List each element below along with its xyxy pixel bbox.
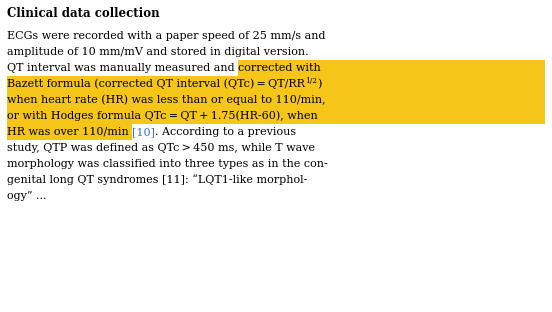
Bar <box>7 124 132 140</box>
Text: Bazett formula (corrected QT interval (QTc) = QT/RR: Bazett formula (corrected QT interval (Q… <box>7 78 305 89</box>
Text: Clinical data collection: Clinical data collection <box>7 7 160 20</box>
Text: . According to a previous: . According to a previous <box>155 127 296 137</box>
Text: corrected with: corrected with <box>238 63 321 73</box>
Text: 1/2: 1/2 <box>305 77 317 85</box>
Bar <box>7 76 545 92</box>
Text: when heart rate (HR) was less than or equal to 110/min,: when heart rate (HR) was less than or eq… <box>7 94 326 105</box>
Text: genital long QT syndromes [11]: “LQT1-like morphol-: genital long QT syndromes [11]: “LQT1-li… <box>7 174 307 185</box>
Text: morphology was classified into three types as in the con-: morphology was classified into three typ… <box>7 159 328 169</box>
Text: QT interval was manually measured and: QT interval was manually measured and <box>7 63 238 73</box>
Text: amplitude of 10 mm/mV and stored in digital version.: amplitude of 10 mm/mV and stored in digi… <box>7 47 309 57</box>
Text: [10]: [10] <box>132 127 155 137</box>
Text: ): ) <box>317 79 321 89</box>
Text: ECGs were recorded with a paper speed of 25 mm/s and: ECGs were recorded with a paper speed of… <box>7 31 326 41</box>
Bar <box>7 92 545 108</box>
Text: study, QTP was defined as QTc > 450 ms, while T wave: study, QTP was defined as QTc > 450 ms, … <box>7 143 315 153</box>
Bar <box>7 108 545 124</box>
Bar <box>238 60 545 76</box>
Text: HR was over 110/min: HR was over 110/min <box>7 127 132 137</box>
Text: ogy” ...: ogy” ... <box>7 191 46 201</box>
Text: or with Hodges formula QTc = QT + 1.75(HR-60), when: or with Hodges formula QTc = QT + 1.75(H… <box>7 110 318 121</box>
